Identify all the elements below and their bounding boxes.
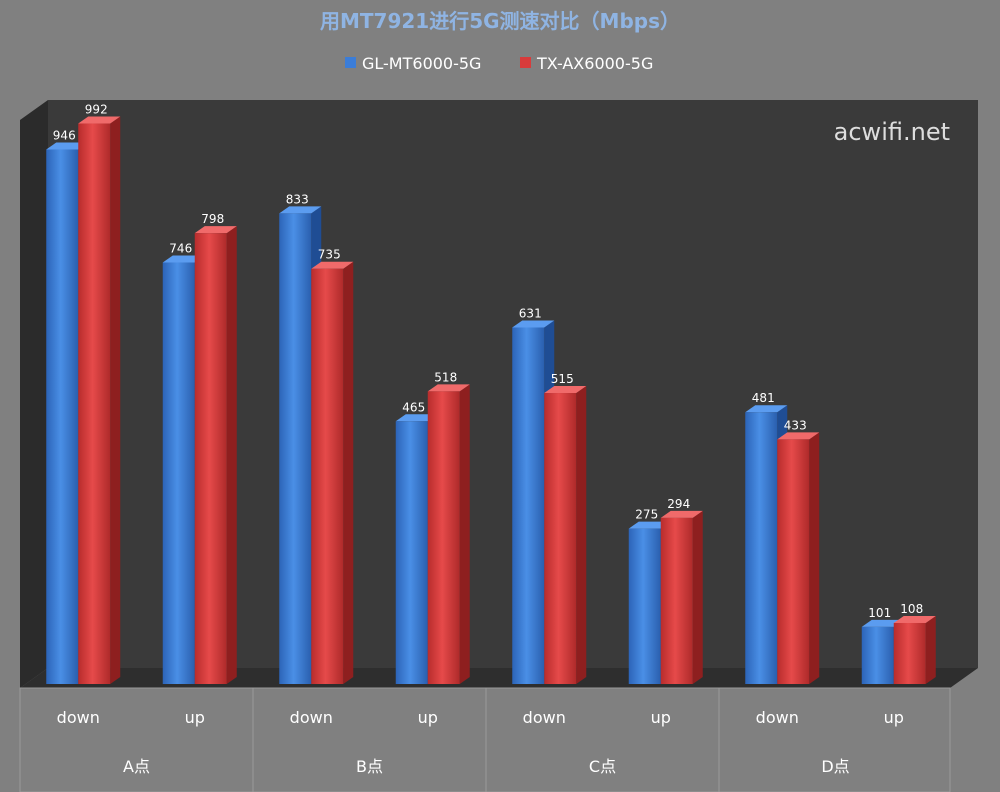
category-label-6: down [756, 708, 799, 727]
category-axis-box [19, 687, 951, 792]
group-label-0: A点 [123, 757, 150, 776]
bar-tx-5 [660, 510, 703, 684]
category-label-1: up [185, 708, 205, 727]
group-label-3: D点 [821, 757, 849, 776]
bar-tx-2 [311, 261, 354, 684]
labels-layer: 946 992 down 746 798 up 833 735 down 465 518 up 631 5… [53, 103, 923, 792]
bar-tx-7 [893, 615, 936, 684]
value-label-gl-6: 481 [752, 391, 775, 405]
value-label-gl-5: 275 [635, 508, 658, 522]
legend: GL-MT6000-5G TX-AX6000-5G [345, 54, 653, 73]
value-label-tx-1: 798 [201, 212, 224, 226]
value-label-gl-7: 101 [868, 606, 891, 620]
legend-swatch-gl [345, 57, 356, 68]
value-label-gl-2: 833 [286, 192, 309, 206]
bar-tx-0 [78, 116, 121, 684]
value-label-gl-3: 465 [402, 400, 425, 414]
value-label-gl-0: 946 [53, 129, 76, 143]
value-label-tx-3: 518 [434, 370, 457, 384]
value-label-tx-2: 735 [318, 248, 341, 262]
side-wall [20, 100, 48, 688]
value-label-tx-6: 433 [784, 418, 807, 432]
category-label-5: up [651, 708, 671, 727]
category-label-7: up [884, 708, 904, 727]
chart-title: 用MT7921进行5G测速对比（Mbps） [320, 9, 680, 33]
bar-tx-3 [427, 384, 470, 684]
group-label-2: C点 [589, 757, 616, 776]
bars-layer [46, 116, 936, 685]
value-label-tx-4: 515 [551, 372, 574, 386]
category-label-0: down [57, 708, 100, 727]
group-label-1: B点 [356, 757, 383, 776]
value-label-gl-4: 631 [519, 306, 542, 320]
legend-swatch-tx [520, 57, 531, 68]
watermark: acwifi.net [834, 118, 950, 146]
legend-label-tx: TX-AX6000-5G [536, 54, 653, 73]
bar-tx-6 [777, 432, 820, 684]
value-label-tx-7: 108 [900, 602, 923, 616]
category-label-2: down [290, 708, 333, 727]
bar-tx-4 [544, 386, 587, 684]
legend-label-gl: GL-MT6000-5G [362, 54, 481, 73]
category-label-3: up [418, 708, 438, 727]
value-label-gl-1: 746 [169, 242, 192, 256]
bar-tx-1 [194, 226, 237, 684]
floor [20, 668, 978, 688]
value-label-tx-5: 294 [667, 497, 690, 511]
category-label-4: down [523, 708, 566, 727]
value-label-tx-0: 992 [85, 103, 108, 117]
